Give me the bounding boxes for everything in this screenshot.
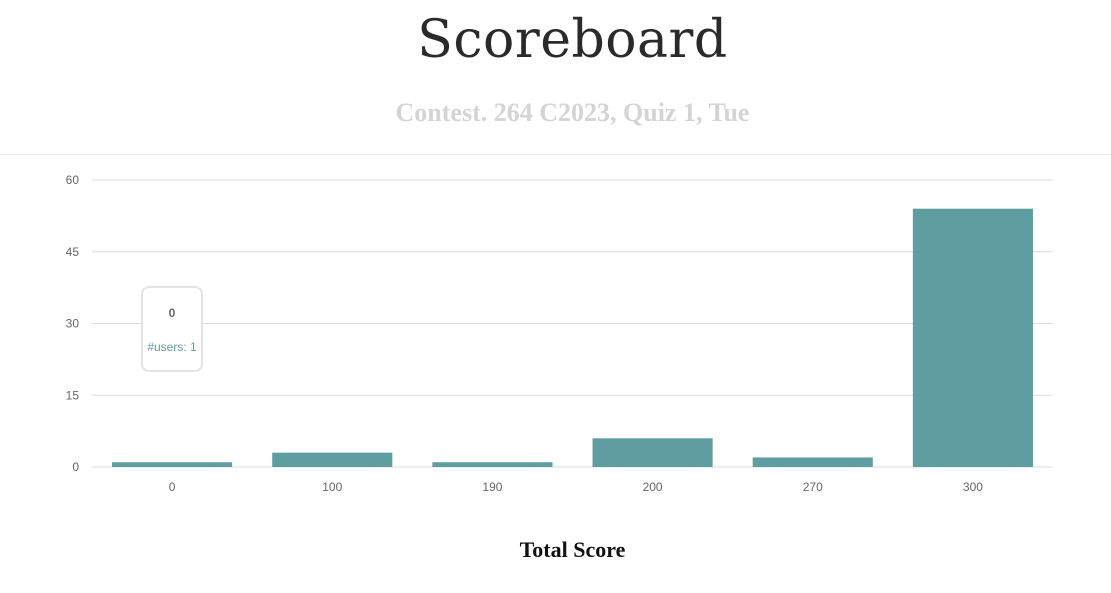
- y-tick-label: 30: [66, 317, 80, 331]
- tooltip-category: 0: [168, 306, 176, 320]
- x-tick-label: 300: [963, 480, 983, 494]
- y-axis-ticks: 0 15 30 45 60: [66, 173, 80, 474]
- bar: [592, 438, 713, 467]
- bar: [272, 452, 393, 467]
- bar: [912, 208, 1033, 467]
- header: Scoreboard Contest. 264 C2023, Quiz 1, T…: [0, 0, 1111, 155]
- x-axis-ticks: 0 100 190 200 270 300: [169, 480, 984, 494]
- bar-tooltip: 0 #users: 1: [141, 286, 203, 372]
- score-chart: 0 15 30 45 60 0 100 190 200 270 300: [0, 155, 1111, 593]
- y-tick-label: 0: [72, 460, 79, 474]
- y-tick-label: 15: [66, 388, 80, 402]
- page-title: Scoreboard: [417, 10, 728, 70]
- tooltip-value: #users: 1: [147, 340, 197, 354]
- x-tick-label: 0: [169, 480, 176, 494]
- x-tick-label: 200: [643, 480, 663, 494]
- score-histogram: 0 15 30 45 60 0 100 190 200 270 300: [66, 173, 1053, 494]
- x-tick-label: 270: [803, 480, 823, 494]
- contest-subtitle: Contest. 264 C2023, Quiz 1, Tue: [395, 98, 750, 127]
- bar: [752, 457, 873, 467]
- gridlines: [92, 179, 1053, 468]
- y-tick-label: 45: [66, 245, 80, 259]
- bar: [112, 462, 233, 467]
- y-tick-label: 60: [66, 173, 80, 187]
- x-tick-label: 100: [322, 480, 342, 494]
- bar: [432, 462, 553, 467]
- x-axis-label: Total Score: [519, 537, 626, 562]
- x-tick-label: 190: [482, 480, 502, 494]
- bars: [112, 208, 1033, 467]
